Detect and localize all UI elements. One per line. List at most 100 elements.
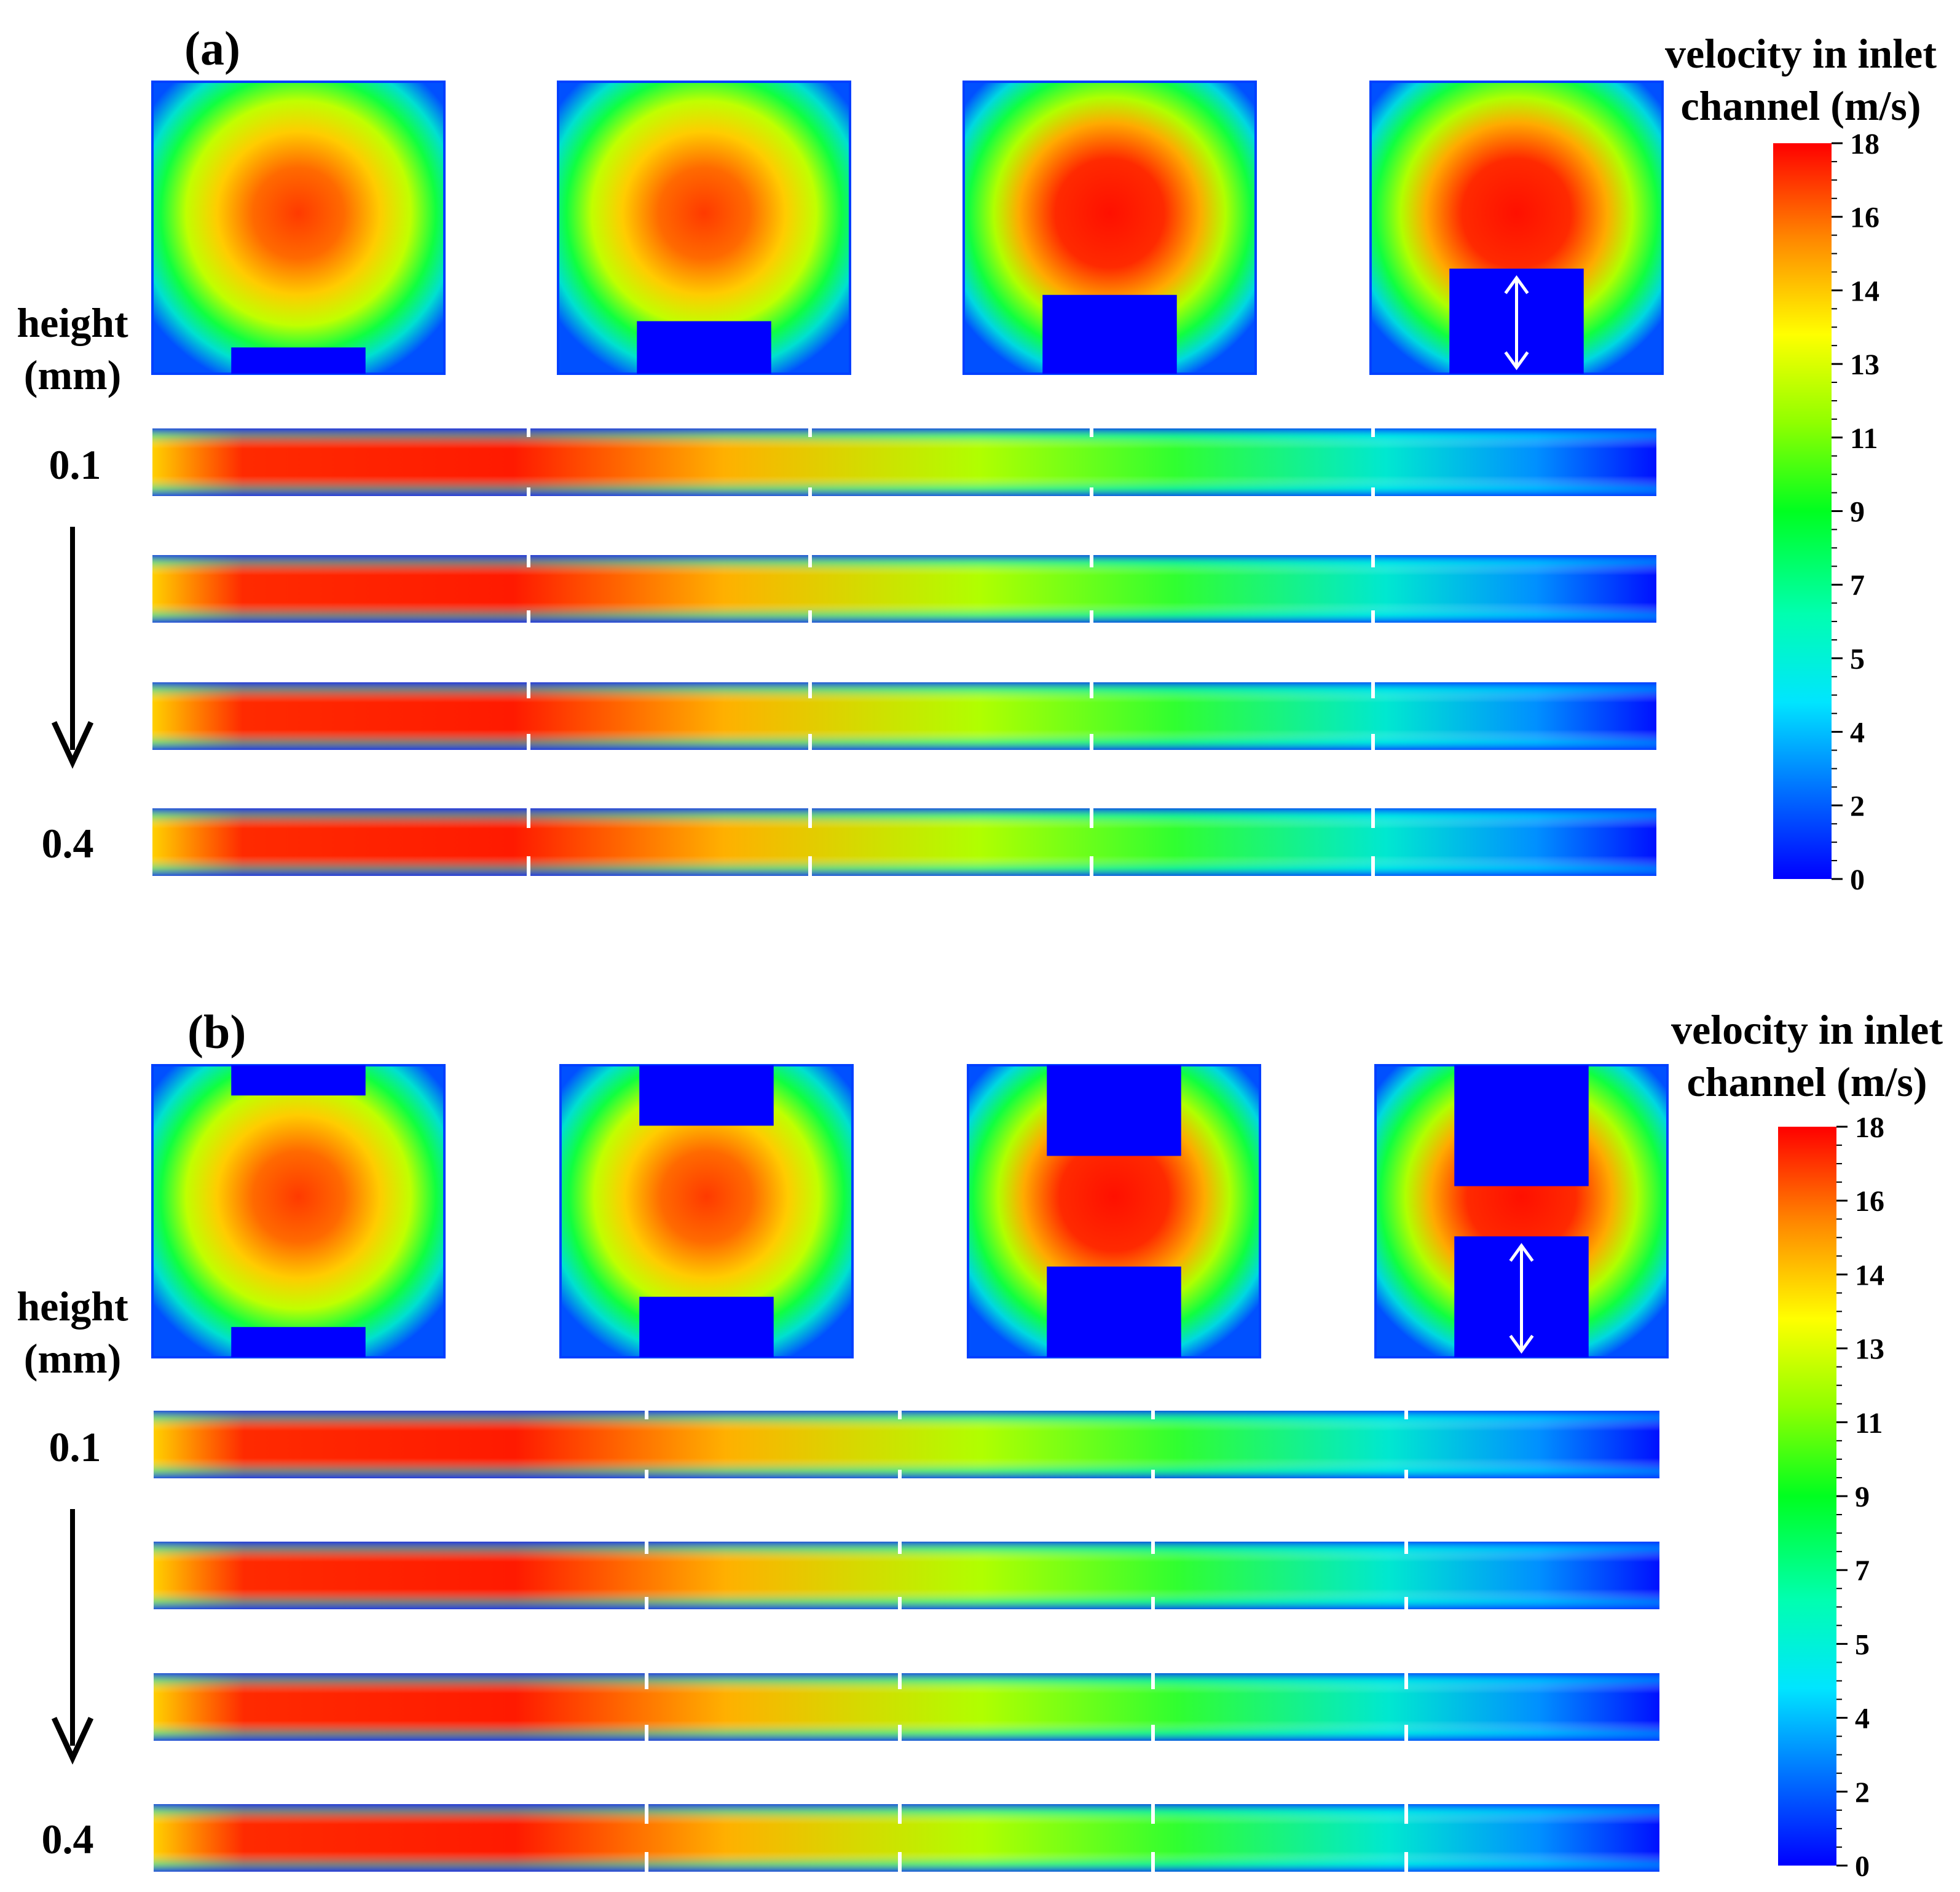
channel-row-3 [152, 682, 1656, 750]
colorbar-gradient [1778, 1127, 1836, 1866]
baffle-mark [808, 428, 812, 437]
colorbar-tick-label: 7 [1855, 1555, 1870, 1587]
cross-section-3 [967, 1064, 1261, 1358]
baffle-mark [1371, 682, 1375, 698]
panel-a: (a) height (mm) 0.1 0.4 velocity in inlet chan… [17, 22, 1937, 896]
height-unit-label: (mm) [24, 352, 122, 398]
obstacle-block [231, 1326, 366, 1357]
baffle-mark [1404, 1673, 1408, 1689]
cross-section-2 [559, 1064, 854, 1358]
colorbar-tick-label: 4 [1850, 717, 1865, 749]
baffle-mark [645, 1673, 648, 1689]
colorbar-tick-label: 9 [1850, 496, 1865, 529]
colorbar-tick-label: 5 [1850, 643, 1865, 676]
baffle-mark [645, 1542, 648, 1554]
baffle-mark [898, 1470, 902, 1478]
baffle-mark [527, 682, 530, 698]
colorbar-tick-label: 2 [1850, 790, 1865, 822]
height-label: height [17, 299, 128, 346]
height-end-value: 0.4 [42, 820, 94, 867]
height-start-value: 0.1 [49, 441, 101, 488]
baffle-mark [898, 1542, 902, 1554]
baffle-mark [1404, 1470, 1408, 1478]
baffle-mark [1404, 1542, 1408, 1554]
height-start-value: 0.1 [49, 1424, 101, 1470]
obstacle-block [1454, 1065, 1589, 1186]
colorbar-tick-label: 2 [1855, 1776, 1870, 1809]
colorbar-tick-label: 7 [1850, 569, 1865, 602]
baffle-mark [527, 734, 530, 750]
baffle-mark [808, 734, 812, 750]
channel-row-2 [154, 1542, 1659, 1609]
baffle-mark [1404, 1852, 1408, 1872]
colorbar-tick-label: 16 [1855, 1185, 1884, 1218]
baffle-mark [527, 856, 530, 876]
cross-section-2 [557, 81, 851, 375]
baffle-mark [808, 808, 812, 828]
colorbar: velocity in inlet channel (m/s)18 16 14 13 11… [1665, 30, 1937, 896]
colorbar-tick-label: 14 [1850, 275, 1879, 307]
obstacle-block [1047, 1065, 1181, 1156]
height-direction-arrowhead [51, 1717, 94, 1765]
channel-row-3 [154, 1673, 1659, 1741]
baffle-mark [808, 682, 812, 698]
obstacle-block [637, 321, 771, 374]
cross-section-4 [1374, 1064, 1669, 1358]
colorbar-title-line1: velocity in inlet [1665, 30, 1937, 77]
baffle-mark [1090, 682, 1093, 698]
colorbar-tick-label: 4 [1855, 1703, 1870, 1735]
baffle-mark [645, 1470, 648, 1478]
baffle-mark [1090, 856, 1093, 876]
baffle-mark [1151, 1852, 1155, 1872]
cross-section-1 [151, 1064, 446, 1358]
baffle-mark [1371, 856, 1375, 876]
height-end-value: 0.4 [42, 1816, 94, 1862]
obstacle-block [639, 1065, 774, 1126]
baffle-mark [898, 1725, 902, 1741]
obstacle-block [1042, 294, 1177, 374]
obstacle-block [231, 347, 366, 374]
baffle-mark [1151, 1597, 1155, 1609]
height-direction-arrowhead [51, 721, 94, 769]
obstacle-block [1047, 1266, 1181, 1357]
channel-row-4 [154, 1804, 1659, 1872]
colorbar-title-line2: channel (m/s) [1681, 82, 1921, 129]
baffle-mark [1090, 610, 1093, 623]
colorbar-tick-label: 18 [1850, 128, 1879, 160]
baffle-mark [1404, 1411, 1408, 1419]
colorbar-title-line2: channel (m/s) [1687, 1058, 1927, 1105]
baffle-mark [808, 487, 812, 496]
baffle-mark [1371, 734, 1375, 750]
panel-label: (a) [184, 22, 240, 75]
channel-row-1 [154, 1411, 1659, 1478]
baffle-mark [1151, 1542, 1155, 1554]
baffle-mark [1371, 428, 1375, 437]
baffle-mark [1151, 1673, 1155, 1689]
channel-row-4 [152, 808, 1656, 876]
baffle-mark [1404, 1597, 1408, 1609]
colorbar-tick-label: 14 [1855, 1259, 1884, 1291]
cross-section-4 [1369, 81, 1664, 375]
baffle-mark [1371, 808, 1375, 828]
cross-section-3 [962, 81, 1257, 375]
baffle-mark [1151, 1804, 1155, 1824]
baffle-mark [527, 610, 530, 623]
baffle-mark [1090, 487, 1093, 496]
baffle-mark [645, 1804, 648, 1824]
colorbar-tick-label: 13 [1850, 349, 1879, 381]
baffle-mark [645, 1725, 648, 1741]
panel-label: (b) [187, 1005, 246, 1058]
colorbar-tick-label: 11 [1850, 422, 1878, 455]
height-label: height [17, 1283, 128, 1330]
baffle-mark [645, 1852, 648, 1872]
baffle-mark [1371, 610, 1375, 623]
colorbar-tick-label: 9 [1855, 1481, 1870, 1513]
baffle-mark [898, 1597, 902, 1609]
baffle-mark [1371, 487, 1375, 496]
baffle-mark [1090, 808, 1093, 828]
obstacle-block [639, 1296, 774, 1357]
colorbar-tick-label: 5 [1855, 1628, 1870, 1661]
baffle-mark [527, 487, 530, 496]
baffle-mark [1404, 1804, 1408, 1824]
